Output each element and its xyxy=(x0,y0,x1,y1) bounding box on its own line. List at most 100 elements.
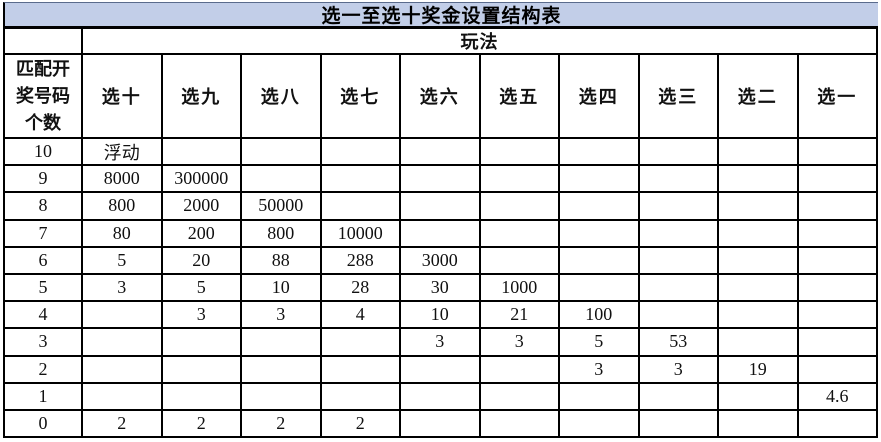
prize-cell xyxy=(639,193,719,221)
prize-cell xyxy=(639,166,719,194)
match-count-label-4: 4 xyxy=(5,302,83,330)
prize-cell: 3 xyxy=(639,356,719,384)
prize-cell xyxy=(401,166,481,194)
table-title: 选一至选十奖金设置结构表 xyxy=(5,3,878,29)
prize-cell xyxy=(242,383,322,411)
prize-cell xyxy=(162,329,242,357)
prize-cell xyxy=(798,220,878,248)
match-count-label-7: 7 xyxy=(5,220,83,248)
prize-cell xyxy=(719,302,799,330)
prize-cell xyxy=(560,410,640,439)
match-count-label-0: 0 xyxy=(5,410,83,439)
prize-cell: 8000 xyxy=(83,166,163,194)
prize-cell: 2 xyxy=(242,410,322,439)
prize-cell xyxy=(560,193,640,221)
prize-cell xyxy=(83,302,163,330)
prize-cell: 19 xyxy=(719,356,799,384)
prize-cell: 300000 xyxy=(162,166,242,194)
prize-cell xyxy=(560,166,640,194)
prize-cell: 2 xyxy=(162,410,242,439)
prize-cell xyxy=(719,383,799,411)
prize-cell xyxy=(480,166,560,194)
prize-cell xyxy=(83,383,163,411)
column-header-pick-8: 选八 xyxy=(242,55,322,139)
prize-cell: 2 xyxy=(83,410,163,439)
prize-cell xyxy=(83,329,163,357)
prize-cell: 20 xyxy=(162,247,242,275)
prize-cell xyxy=(639,220,719,248)
column-header-pick-9: 选九 xyxy=(162,55,242,139)
prize-cell xyxy=(798,193,878,221)
prize-cell xyxy=(480,220,560,248)
prize-cell xyxy=(242,329,322,357)
prize-cell xyxy=(719,193,799,221)
prize-cell: 21 xyxy=(480,302,560,330)
prize-cell: 3 xyxy=(83,274,163,303)
prize-cell: 10000 xyxy=(321,220,401,248)
prize-cell: 4 xyxy=(321,302,401,330)
prize-cell: 800 xyxy=(242,220,322,248)
prize-cell xyxy=(719,410,799,439)
prize-cell xyxy=(639,274,719,303)
column-header-pick-7: 选七 xyxy=(321,55,401,139)
match-count-label-10: 10 xyxy=(5,139,83,167)
prize-cell: 浮动 xyxy=(83,139,163,167)
column-header-pick-2: 选二 xyxy=(719,55,799,139)
playtype-group-header: 玩法 xyxy=(83,29,878,55)
prize-cell xyxy=(719,247,799,275)
prize-cell xyxy=(242,356,322,384)
prize-cell xyxy=(798,247,878,275)
match-count-label-2: 2 xyxy=(5,356,83,384)
prize-cell xyxy=(560,139,640,167)
prize-cell xyxy=(719,166,799,194)
prize-cell xyxy=(401,139,481,167)
prize-cell: 5 xyxy=(83,247,163,275)
prize-cell xyxy=(401,193,481,221)
prize-cell: 10 xyxy=(242,274,322,303)
prize-cell xyxy=(798,356,878,384)
prize-cell xyxy=(480,139,560,167)
prize-cell xyxy=(798,329,878,357)
match-count-label-5: 5 xyxy=(5,274,83,303)
prize-cell: 100 xyxy=(560,302,640,330)
prize-cell: 30 xyxy=(401,274,481,303)
prize-cell xyxy=(719,329,799,357)
prize-cell xyxy=(719,139,799,167)
prize-cell xyxy=(639,302,719,330)
prize-cell xyxy=(321,383,401,411)
corner-empty-cell xyxy=(5,29,83,55)
prize-cell: 4.6 xyxy=(798,383,878,411)
prize-cell xyxy=(321,166,401,194)
prize-structure-table: 选一至选十奖金设置结构表 玩法 匹配开奖号码个数 选十 选九 选八 选七 选六 … xyxy=(3,2,878,439)
prize-cell xyxy=(798,139,878,167)
prize-cell xyxy=(480,247,560,275)
prize-cell xyxy=(480,410,560,439)
prize-cell: 88 xyxy=(242,247,322,275)
match-count-label-9: 9 xyxy=(5,166,83,194)
prize-cell xyxy=(639,383,719,411)
prize-cell xyxy=(719,274,799,303)
prize-cell: 288 xyxy=(321,247,401,275)
column-header-pick-3: 选三 xyxy=(639,55,719,139)
prize-cell: 3 xyxy=(401,329,481,357)
prize-cell: 80 xyxy=(83,220,163,248)
match-count-header: 匹配开奖号码个数 xyxy=(5,55,83,139)
match-count-label-6: 6 xyxy=(5,247,83,275)
prize-cell xyxy=(321,329,401,357)
prize-cell: 50000 xyxy=(242,193,322,221)
prize-cell xyxy=(83,356,163,384)
prize-cell xyxy=(242,139,322,167)
prize-cell: 3 xyxy=(242,302,322,330)
prize-cell: 53 xyxy=(639,329,719,357)
prize-cell xyxy=(560,383,640,411)
prize-cell xyxy=(401,410,481,439)
prize-cell xyxy=(798,302,878,330)
table-grid: 玩法 匹配开奖号码个数 选十 选九 选八 选七 选六 选五 选四 选三 选二 选… xyxy=(5,29,878,439)
prize-cell: 200 xyxy=(162,220,242,248)
prize-cell xyxy=(401,356,481,384)
prize-cell: 1000 xyxy=(480,274,560,303)
prize-cell xyxy=(162,139,242,167)
prize-cell: 800 xyxy=(83,193,163,221)
prize-cell: 10 xyxy=(401,302,481,330)
prize-cell xyxy=(480,193,560,221)
